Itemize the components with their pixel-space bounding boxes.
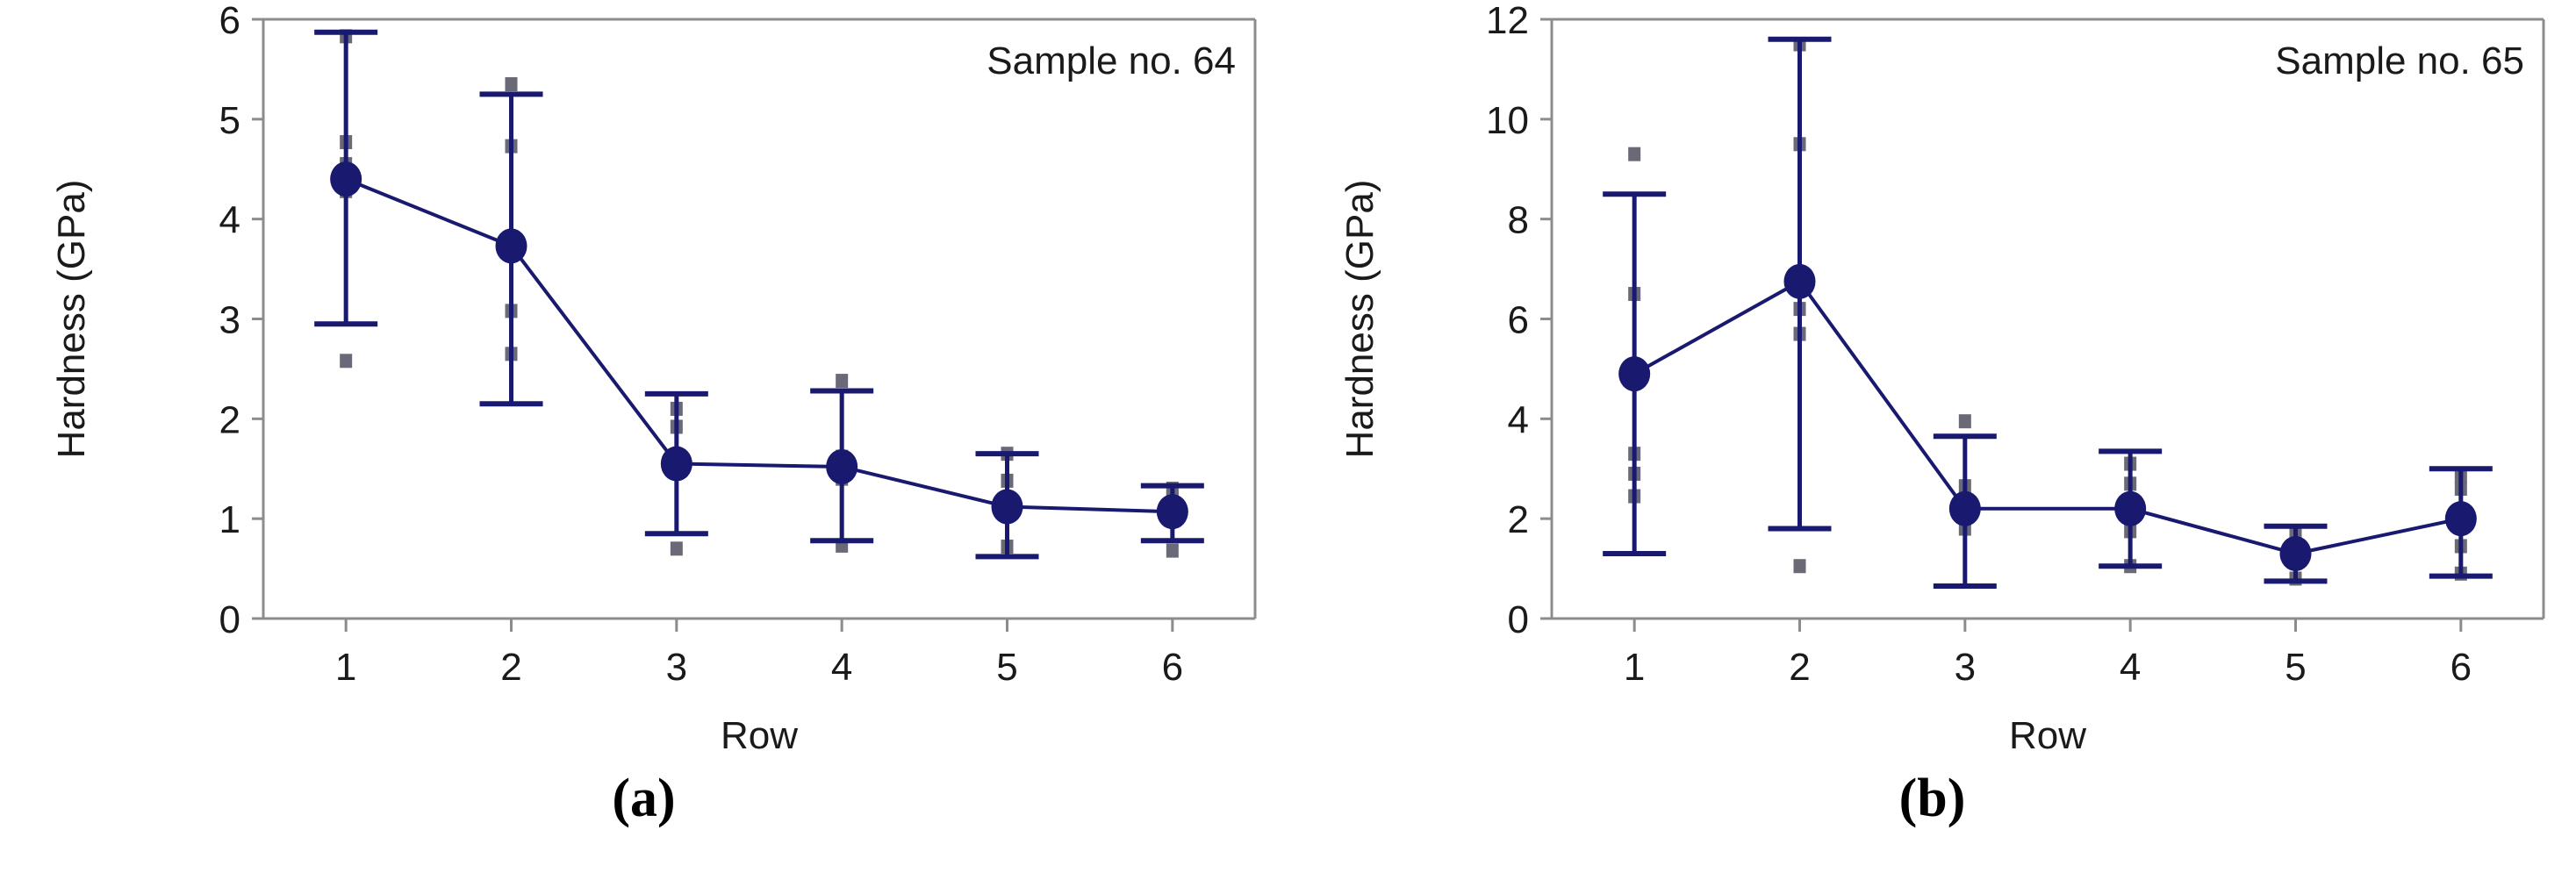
y-tick-label-2: 2 [1508, 498, 1529, 541]
x-axis-title: Row [2009, 714, 2086, 757]
scatter-point [1958, 414, 1971, 429]
y-axis-title: Hardness (GPa) [1338, 180, 1381, 459]
mean-marker [495, 228, 527, 264]
scatter-point [1628, 147, 1641, 161]
mean-marker [330, 161, 362, 197]
y-tick-label-8: 8 [1508, 199, 1529, 242]
x-tick-label-5: 5 [996, 646, 1017, 689]
y-axis-title: Hardness (GPa) [50, 180, 93, 459]
x-tick-label-4: 4 [2120, 646, 2141, 689]
scatter-point [505, 76, 518, 91]
chart-panel-a: 0 1 2 3 4 5 6 1 2 3 4 5 6 Row Hardness (GPa) Sample no.… [50, 0, 1257, 757]
scatter-point [670, 541, 683, 556]
sample-label: Sample no. 65 [2275, 39, 2524, 82]
scatter-point [1166, 543, 1179, 558]
y-tick-label-0: 0 [219, 598, 240, 641]
mean-marker [2114, 490, 2147, 526]
mean-marker [1618, 356, 1651, 392]
x-axis-title: Row [721, 714, 798, 757]
y-tick-label-5: 5 [219, 99, 240, 142]
x-tick-label-1: 1 [1624, 646, 1645, 689]
x-tick-label-1: 1 [335, 646, 356, 689]
mean-marker [2279, 536, 2312, 572]
x-tick-label-6: 6 [2450, 646, 2472, 689]
mean-marker [826, 448, 858, 484]
mean-marker [1948, 490, 1981, 526]
sample-label: Sample no. 64 [987, 39, 1236, 82]
panel-a: 0 1 2 3 4 5 6 1 2 3 4 5 6 Row Hardness (GPa) Sample no.… [50, 0, 1257, 828]
y-tick-label-1: 1 [219, 498, 240, 541]
y-tick-label-2: 2 [219, 398, 240, 441]
x-tick-label-3: 3 [666, 646, 687, 689]
y-tick-label-4: 4 [1508, 398, 1529, 441]
x-tick-label-2: 2 [500, 646, 521, 689]
mean-trend-line [345, 177, 1173, 514]
subcaption-a: (a) [612, 769, 676, 828]
mean-marker [991, 489, 1023, 525]
x-tick-label-3: 3 [1955, 646, 1976, 689]
scatter-point [340, 354, 353, 368]
x-tick-label-6: 6 [1162, 646, 1183, 689]
scatter-point [1793, 559, 1806, 574]
mean-marker [1156, 494, 1188, 530]
y-tick-label-3: 3 [219, 299, 240, 342]
mean-trend-line [1633, 279, 2462, 556]
mean-marker [1783, 263, 1816, 299]
scatter-point [836, 374, 849, 389]
mean-marker [660, 446, 692, 482]
y-tick-label-6: 6 [1508, 299, 1529, 342]
y-tick-label-10: 10 [1486, 99, 1529, 142]
y-tick-label-12: 12 [1486, 0, 1529, 42]
x-tick-label-4: 4 [831, 646, 852, 689]
y-tick-label-4: 4 [219, 199, 240, 242]
y-tick-label-0: 0 [1508, 598, 1529, 641]
panel-b: 0 2 4 6 8 10 12 1 2 3 4 5 6 Row Hardness (GPa) Sample n… [1288, 0, 2576, 880]
x-tick-label-2: 2 [1789, 646, 1810, 689]
x-tick-label-5: 5 [2285, 646, 2306, 689]
mean-marker [2444, 501, 2477, 537]
y-tick-label-6: 6 [219, 0, 240, 42]
subcaption-b: (b) [1898, 769, 1966, 828]
